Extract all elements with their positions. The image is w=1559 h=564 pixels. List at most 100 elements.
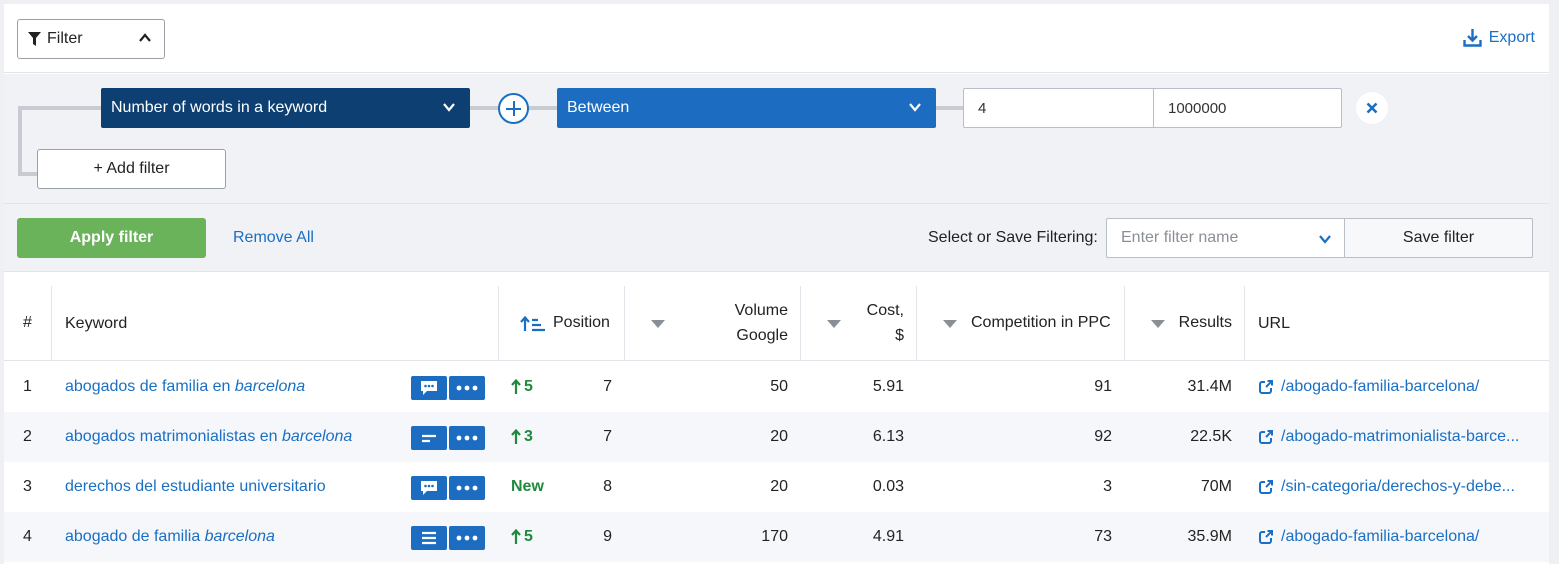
remove-filter-button[interactable] — [1356, 92, 1388, 124]
export-button[interactable]: Export — [1463, 28, 1535, 47]
trend-indicator: 3 — [511, 428, 533, 446]
arrow-up-icon — [511, 379, 521, 394]
table-row: 4 abogado de familia barcelona 5 9 170 4.91 73… — [4, 512, 1549, 562]
remove-all-link[interactable]: Remove All — [233, 229, 314, 246]
filter-toggle-button[interactable]: Filter — [17, 19, 165, 59]
list-icon[interactable] — [411, 526, 447, 550]
sort-down-icon — [651, 320, 665, 328]
sort-down-icon — [827, 320, 841, 328]
text-short-icon[interactable] — [411, 426, 447, 450]
sort-ascending-icon — [520, 316, 545, 332]
sort-down-icon — [1151, 320, 1165, 328]
trend-indicator: 5 — [511, 378, 533, 396]
position-value: 9 — [603, 528, 612, 545]
filter-name-select[interactable]: Enter filter name — [1106, 218, 1345, 258]
trend-value: 5 — [524, 378, 533, 395]
header-cost[interactable]: Cost, $ — [801, 286, 917, 361]
keyword-actions — [411, 426, 487, 450]
competition-value: 92 — [1094, 428, 1112, 445]
header-competition[interactable]: Competition in PPC — [917, 286, 1125, 361]
more-options-icon[interactable] — [449, 476, 485, 500]
results-value: 22.5K — [1190, 428, 1232, 445]
filter-name-placeholder: Enter filter name — [1121, 229, 1239, 246]
position-change: 5 — [511, 512, 533, 562]
external-link-icon — [1259, 430, 1273, 444]
trend-value: 3 — [524, 428, 533, 445]
add-condition-plus-icon[interactable] — [498, 93, 529, 124]
download-icon — [1463, 29, 1482, 47]
position-value: 7 — [603, 428, 612, 445]
chevron-up-icon — [139, 33, 151, 42]
header-position[interactable]: Position — [499, 286, 625, 361]
competition-value: 91 — [1094, 378, 1112, 395]
header-url: URL — [1258, 315, 1291, 332]
cost-value: 6.13 — [872, 428, 904, 445]
competition-value: 3 — [1103, 478, 1112, 495]
header-num: # — [4, 286, 52, 361]
filter-connector — [18, 106, 102, 110]
filter-connector — [18, 172, 38, 176]
save-filter-button[interactable]: Save filter — [1344, 218, 1533, 258]
more-options-icon[interactable] — [449, 376, 485, 400]
arrow-up-icon — [511, 429, 521, 444]
chevron-down-icon — [909, 103, 921, 112]
chevron-down-icon — [1319, 235, 1331, 244]
table-row: 2 abogados matrimonialistas en barcelona 3… — [4, 412, 1549, 462]
export-label: Export — [1488, 28, 1535, 46]
header-results[interactable]: Results — [1125, 286, 1245, 361]
volume-value: 170 — [761, 528, 788, 545]
range-min-input[interactable] — [963, 88, 1154, 128]
results-value: 31.4M — [1187, 378, 1232, 395]
filter-operator-value: Between — [567, 99, 630, 116]
chevron-down-icon — [443, 103, 455, 112]
more-options-icon[interactable] — [449, 426, 485, 450]
keyword-actions — [411, 476, 487, 500]
external-link-icon — [1259, 530, 1273, 544]
position-value: 8 — [603, 478, 612, 495]
url-link[interactable]: /abogado-familia-barcelona/ — [1258, 512, 1479, 562]
filter-builder: Number of words in a keyword Between + A… — [4, 74, 1549, 204]
trend-new-badge: New — [511, 478, 544, 495]
url-link[interactable]: /abogado-matrimonialista-barce... — [1258, 412, 1519, 462]
keyword-link[interactable]: abogados matrimonialistas en barcelona — [65, 428, 353, 445]
position-value: 7 — [603, 378, 612, 395]
cost-value: 0.03 — [872, 478, 904, 495]
range-max-input[interactable] — [1153, 88, 1342, 128]
results-value: 70M — [1200, 478, 1232, 495]
url-link[interactable]: /abogado-familia-barcelona/ — [1258, 362, 1479, 412]
position-change: 3 — [511, 412, 533, 462]
apply-filter-button[interactable]: Apply filter — [17, 218, 206, 258]
keyword-link[interactable]: abogados de familia en barcelona — [65, 378, 306, 395]
header-keyword[interactable]: Keyword — [52, 286, 499, 361]
keyword-actions — [411, 526, 487, 550]
arrow-up-icon — [511, 529, 521, 544]
row-number: 2 — [23, 428, 32, 445]
table-row: 1 abogados de familia en barcelona 5 7 50 5.9… — [4, 362, 1549, 412]
comment-icon[interactable] — [411, 376, 447, 400]
cost-value: 5.91 — [872, 378, 904, 395]
trend-indicator: 5 — [511, 528, 533, 546]
header-volume[interactable]: Volume Google — [625, 286, 801, 361]
add-filter-button[interactable]: + Add filter — [37, 149, 226, 189]
filter-operator-select[interactable]: Between — [557, 88, 936, 128]
url-link[interactable]: /sin-categoria/derechos-y-debe... — [1258, 462, 1515, 512]
funnel-icon — [28, 32, 41, 46]
row-number: 3 — [23, 478, 32, 495]
external-link-icon — [1259, 380, 1273, 394]
comment-icon[interactable] — [411, 476, 447, 500]
filter-connector — [18, 106, 22, 176]
table-row: 3 derechos del estudiante universitario Ne… — [4, 462, 1549, 512]
filter-field-value: Number of words in a keyword — [111, 99, 328, 116]
row-number: 4 — [23, 528, 32, 545]
cost-value: 4.91 — [872, 528, 904, 545]
keyword-link[interactable]: abogado de familia barcelona — [65, 528, 275, 545]
serp-filter-panel: Filter Export Number of words in a keywo… — [4, 4, 1549, 564]
volume-value: 50 — [770, 378, 788, 395]
more-options-icon[interactable] — [449, 526, 485, 550]
results-value: 35.9M — [1187, 528, 1232, 545]
competition-value: 73 — [1094, 528, 1112, 545]
keyword-link[interactable]: derechos del estudiante universitario — [65, 478, 326, 495]
filter-actions-bar: Apply filter Remove All Select or Save F… — [4, 204, 1549, 272]
table-header: # Keyword Position Volume Google Cost, $ — [4, 286, 1549, 361]
filter-field-select[interactable]: Number of words in a keyword — [101, 88, 470, 128]
